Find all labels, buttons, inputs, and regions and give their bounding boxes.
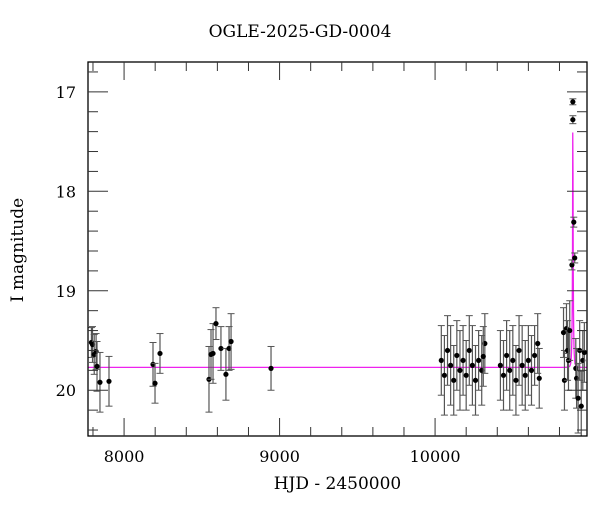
x-axis-label: HJD - 2450000	[273, 474, 402, 494]
data-point	[480, 353, 486, 360]
data-point	[448, 362, 454, 368]
x-tick-label: 10000	[410, 447, 461, 466]
data-point	[93, 348, 99, 355]
data-point	[522, 372, 528, 378]
data-point	[513, 377, 519, 383]
data-point	[525, 357, 531, 364]
data-point	[507, 367, 513, 373]
data-point	[569, 262, 575, 268]
data-point	[519, 362, 525, 368]
data-point	[210, 350, 216, 357]
data-point	[560, 329, 567, 336]
data-point	[213, 321, 219, 327]
data-point	[476, 357, 482, 364]
data-point	[157, 350, 163, 357]
data-point	[528, 367, 535, 373]
data-point	[97, 379, 103, 385]
data-point	[575, 395, 581, 401]
data-point	[567, 327, 573, 334]
y-axis-label: I magnitude	[8, 197, 28, 303]
data-point	[570, 99, 576, 105]
data-point	[226, 345, 232, 352]
data-point	[472, 377, 479, 383]
data-point	[510, 357, 516, 364]
data-point	[466, 347, 472, 354]
data-point	[531, 352, 538, 359]
data-point	[463, 372, 469, 378]
data-point	[152, 380, 158, 386]
axes: 8000 9000 10000 17 18 19 20	[56, 61, 588, 466]
data-point	[504, 352, 510, 359]
data-point	[268, 365, 274, 371]
y-tick-label: 20	[56, 381, 76, 400]
data-point	[438, 357, 444, 364]
x-tick-label: 9000	[259, 447, 300, 466]
data-point	[469, 362, 475, 368]
data-point	[451, 377, 457, 383]
data-point	[454, 352, 460, 359]
data-point	[497, 362, 503, 368]
data-point	[218, 345, 224, 352]
model-curve	[88, 132, 587, 369]
data-point	[578, 403, 584, 409]
plot-content	[88, 98, 587, 436]
data-point	[581, 349, 587, 356]
y-tick-label: 18	[56, 182, 76, 201]
data-point	[223, 371, 229, 377]
chart-title: OGLE-2025-GD-0004	[208, 22, 392, 42]
data-point	[228, 338, 234, 345]
y-tick-label: 17	[56, 83, 76, 102]
data-point	[460, 357, 466, 364]
data-point	[106, 378, 112, 384]
data-point	[500, 372, 507, 378]
x-tick-label: 8000	[104, 447, 145, 466]
data-point	[536, 375, 542, 381]
data-point	[457, 367, 463, 373]
data-point	[441, 372, 448, 378]
plot-frame	[87, 61, 588, 437]
data-point	[94, 363, 100, 369]
data-point	[572, 255, 578, 261]
data-point	[444, 347, 451, 354]
y-tick-label: 19	[56, 282, 76, 301]
data-point	[516, 347, 522, 354]
data-point	[571, 219, 577, 225]
data-point	[535, 340, 541, 347]
data-point	[570, 117, 576, 123]
